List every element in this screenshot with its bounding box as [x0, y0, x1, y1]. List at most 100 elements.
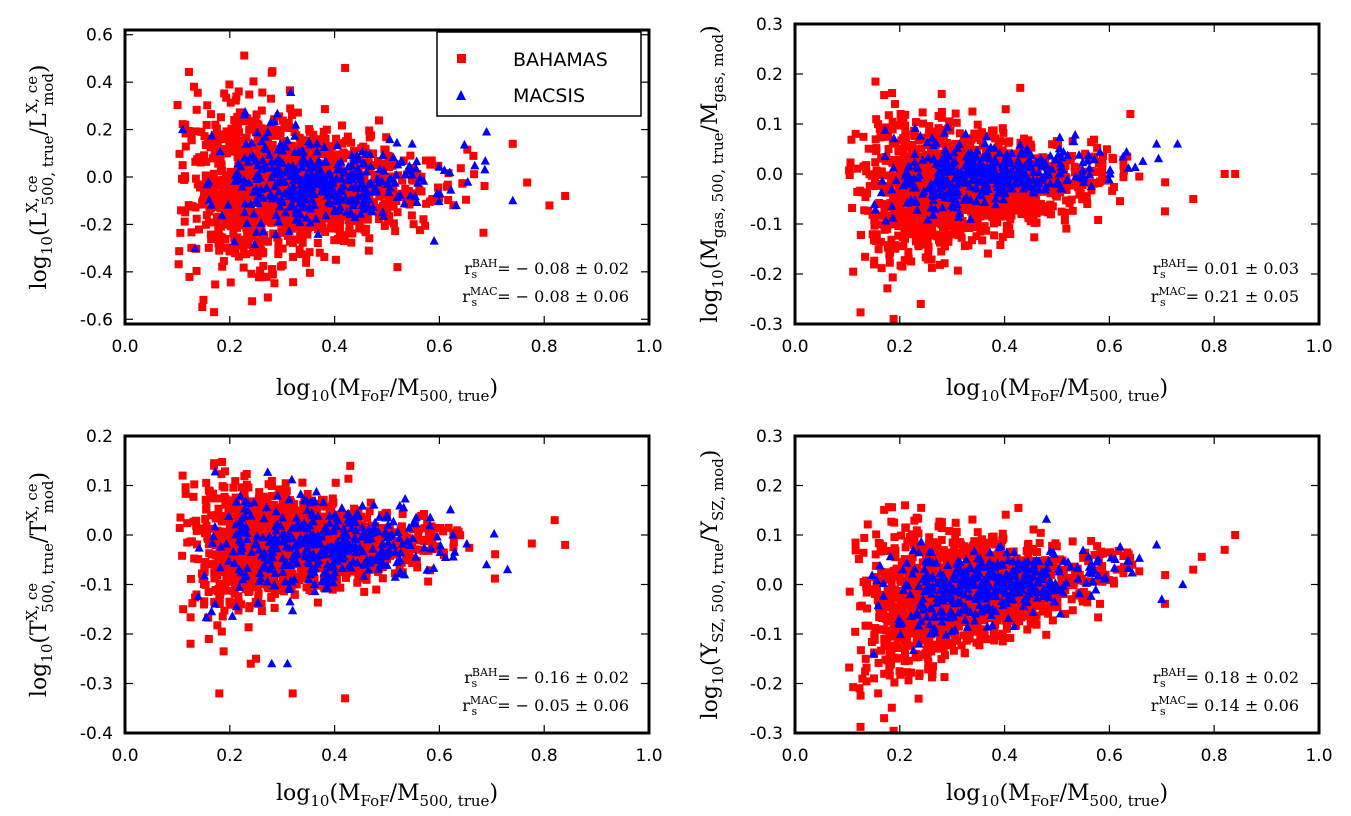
- x-axis-label: log10(MFoF/M500, true): [276, 376, 498, 405]
- bahamas-point: [263, 210, 272, 219]
- bahamas-point: [905, 155, 914, 164]
- macsis-point: [267, 193, 277, 203]
- bahamas-point: [318, 137, 327, 146]
- bahamas-point: [965, 145, 974, 154]
- bahamas-point: [206, 230, 215, 239]
- bahamas-point: [213, 621, 222, 630]
- bahamas-point: [967, 135, 976, 144]
- bahamas-point: [940, 259, 949, 268]
- bahamas-point: [372, 585, 381, 594]
- bahamas-point: [873, 120, 882, 129]
- macsis-point: [307, 194, 317, 204]
- bahamas-point: [989, 126, 998, 135]
- bahamas-point: [998, 124, 1007, 133]
- bahamas-point: [254, 494, 263, 503]
- bahamas-point: [331, 152, 340, 161]
- bahamas-point: [216, 527, 225, 536]
- bahamas-point: [267, 492, 276, 501]
- macsis-point: [912, 205, 922, 214]
- macsis-point: [291, 208, 301, 217]
- bahamas-point: [883, 284, 892, 293]
- bahamas-point: [237, 508, 246, 517]
- bahamas-point: [216, 154, 225, 163]
- bahamas-point: [327, 568, 336, 577]
- bahamas-point: [231, 546, 240, 555]
- bahamas-point: [220, 554, 229, 563]
- macsis-point: [297, 156, 307, 165]
- bahamas-point: [284, 118, 293, 127]
- bahamas-point: [880, 221, 889, 230]
- bahamas-point: [1093, 143, 1102, 152]
- bahamas-point: [428, 194, 437, 203]
- macsis-point: [990, 154, 1000, 163]
- bahamas-point: [320, 252, 329, 261]
- macsis-point: [350, 212, 360, 222]
- bahamas-point: [176, 513, 185, 522]
- bahamas-point: [879, 211, 888, 220]
- macsis-point: [910, 195, 920, 205]
- bahamas-point: [407, 175, 416, 184]
- bahamas-point: [491, 550, 500, 559]
- macsis-point: [963, 169, 974, 178]
- bahamas-point: [972, 191, 981, 200]
- bahamas-point: [286, 515, 295, 524]
- bahamas-point: [330, 236, 339, 245]
- macsis-point: [954, 207, 964, 217]
- bahamas-point: [222, 127, 231, 136]
- bahamas-point: [192, 516, 201, 525]
- bahamas-point: [181, 489, 190, 498]
- macsis-point: [359, 193, 370, 203]
- bahamas-point: [947, 230, 956, 239]
- bahamas-point: [229, 586, 238, 595]
- macsis-point: [1007, 165, 1017, 174]
- macsis-point: [953, 143, 963, 153]
- rs-macsis-annotation: rMAC s = 0.21 ± 0.05: [1151, 285, 1299, 309]
- macsis-point: [970, 175, 980, 184]
- bahamas-point: [257, 246, 266, 255]
- macsis-point: [397, 156, 407, 165]
- bahamas-point: [955, 129, 964, 138]
- bahamas-point: [927, 263, 936, 272]
- bahamas-point: [982, 226, 991, 235]
- bahamas-point: [253, 252, 262, 261]
- bahamas-point: [920, 214, 929, 223]
- macsis-point: [481, 126, 492, 136]
- macsis-point: [276, 195, 286, 204]
- bahamas-point: [880, 204, 889, 213]
- bahamas-point: [988, 186, 997, 195]
- bahamas-point: [270, 515, 279, 524]
- bahamas-point: [1011, 165, 1020, 174]
- y-tick-label: -0.3: [750, 315, 783, 335]
- bahamas-point: [197, 127, 206, 136]
- bahamas-point: [247, 506, 256, 515]
- macsis-point: [319, 142, 329, 151]
- bahamas-point: [187, 243, 196, 252]
- bahamas-point: [424, 577, 433, 586]
- bahamas-point: [234, 597, 243, 606]
- bahamas-point: [202, 211, 211, 220]
- bahamas-point: [355, 555, 364, 564]
- bahamas-point: [247, 269, 256, 278]
- macsis-point: [1054, 143, 1065, 153]
- bahamas-point: [183, 538, 192, 547]
- bahamas-point: [198, 303, 207, 312]
- macsis-point: [239, 109, 249, 119]
- bahamas-point: [359, 142, 368, 151]
- macsis-point: [283, 167, 293, 177]
- macsis-point: [295, 185, 305, 195]
- bahamas-point: [888, 117, 897, 126]
- bahamas-point: [935, 208, 944, 217]
- macsis-point: [434, 162, 444, 171]
- x-tick-label: 0.4: [991, 337, 1018, 357]
- bahamas-point: [199, 200, 208, 209]
- bahamas-point: [350, 563, 359, 572]
- bahamas-point: [962, 241, 971, 250]
- macsis-point: [1028, 174, 1038, 184]
- bahamas-point: [924, 129, 933, 138]
- bahamas-point: [427, 156, 436, 165]
- macsis-point: [415, 173, 425, 182]
- macsis-point: [245, 152, 255, 162]
- bahamas-point: [233, 122, 242, 131]
- bahamas-point: [985, 207, 994, 216]
